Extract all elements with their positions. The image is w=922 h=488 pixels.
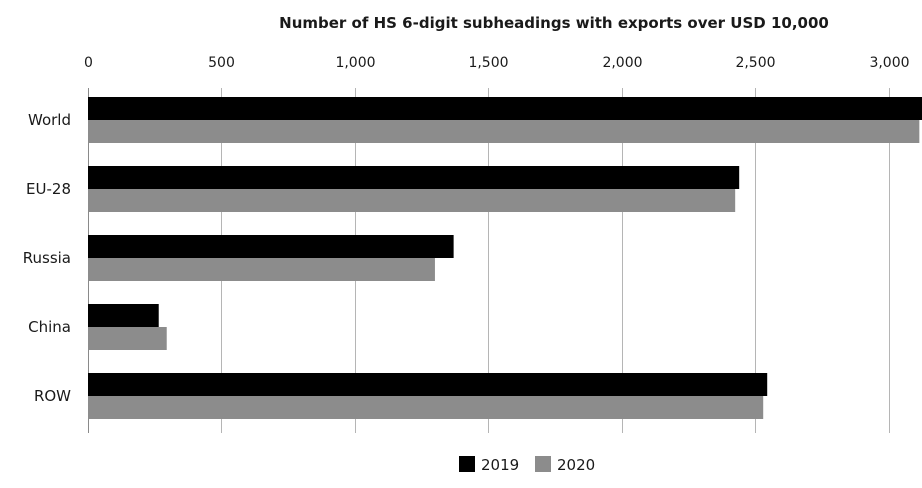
chart-title: Number of HS 6-digit subheadings with ex… (279, 14, 829, 32)
category-label: China (28, 318, 71, 336)
legend-label-2020: 2020 (557, 456, 595, 474)
category-label: EU-28 (26, 180, 71, 198)
bar-world-2020 (88, 120, 920, 143)
x-axis-ticks: 0 500 1,000 1,500 2,000 2,500 3,000 (84, 55, 910, 71)
bar-russia-2020 (88, 258, 435, 281)
legend-label-2019: 2019 (481, 456, 519, 474)
bar-world-2019 (88, 97, 922, 120)
x-tick-label: 1,000 (335, 55, 375, 71)
legend-swatch-2019 (459, 456, 475, 472)
bar-china-2020 (88, 327, 167, 350)
x-tick-label: 0 (84, 55, 93, 71)
bar-russia-2019 (88, 235, 454, 258)
x-tick-label: 2,500 (735, 55, 775, 71)
bar-eu-28-2020 (88, 189, 736, 212)
legend-swatch-2020 (535, 456, 551, 472)
bar-row-2020 (88, 396, 764, 419)
x-tick-label: 1,500 (468, 55, 508, 71)
bar-row-2019 (88, 373, 768, 396)
x-tick-label: 2,000 (602, 55, 642, 71)
bars (88, 97, 922, 419)
x-tick-label: 500 (208, 55, 235, 71)
x-tick-label: 3,000 (869, 55, 909, 71)
y-axis-categories: World EU-28 Russia China ROW (23, 111, 71, 405)
bar-eu-28-2019 (88, 166, 740, 189)
category-label: ROW (34, 387, 71, 405)
category-label: World (28, 111, 71, 129)
category-label: Russia (23, 249, 71, 267)
bar-china-2019 (88, 304, 159, 327)
legend: 2019 2020 (459, 456, 595, 474)
